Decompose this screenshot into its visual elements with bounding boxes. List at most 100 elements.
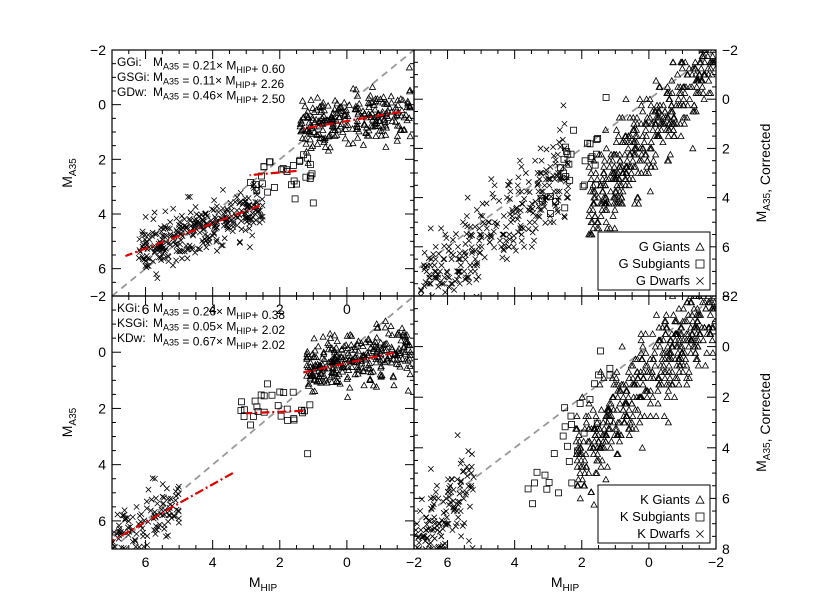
data-point	[555, 170, 562, 176]
data-point	[633, 368, 641, 375]
data-point	[328, 368, 336, 375]
data-point	[459, 522, 466, 529]
data-point	[304, 450, 312, 458]
data-point	[330, 123, 338, 131]
data-point	[594, 437, 603, 445]
data-point	[122, 515, 129, 522]
data-point	[648, 107, 657, 115]
data-point	[397, 95, 405, 102]
data-point	[704, 76, 713, 84]
x-tick-label: 0	[343, 301, 351, 317]
data-point	[283, 166, 291, 174]
data-point	[161, 522, 168, 529]
data-point	[555, 489, 562, 497]
data-point	[670, 132, 679, 139]
data-point	[526, 189, 533, 196]
data-point	[154, 275, 161, 282]
data-point	[149, 475, 156, 482]
data-point	[208, 206, 215, 213]
data-point	[353, 134, 362, 141]
data-point	[605, 163, 614, 170]
data-point	[614, 169, 622, 176]
data-point	[314, 342, 322, 350]
data-point	[517, 225, 524, 232]
data-point	[167, 219, 174, 225]
data-point	[211, 222, 218, 229]
data-point	[656, 83, 664, 90]
data-point	[587, 218, 595, 226]
data-point	[346, 330, 354, 338]
data-point	[582, 450, 590, 457]
data-point	[162, 208, 169, 215]
data-point	[563, 194, 570, 201]
data-point	[595, 371, 602, 379]
data-point	[681, 355, 690, 363]
legend-label: G Subgiants	[618, 256, 690, 271]
data-point	[634, 199, 643, 207]
data-point	[625, 181, 633, 189]
data-point	[450, 498, 457, 504]
data-point	[328, 378, 336, 385]
data-point	[526, 219, 533, 226]
data-point	[336, 103, 344, 110]
one-to-one-line	[414, 50, 716, 273]
data-point	[649, 126, 657, 133]
data-point	[606, 187, 615, 195]
data-point	[428, 559, 433, 564]
y-tick-label: 4	[98, 206, 106, 222]
data-point	[307, 172, 315, 180]
data-point	[331, 355, 340, 363]
data-point	[668, 380, 677, 388]
data-point	[367, 121, 375, 129]
data-point	[364, 365, 373, 372]
data-point	[540, 200, 547, 207]
data-point	[668, 107, 676, 115]
data-point	[500, 245, 507, 252]
data-point	[607, 412, 616, 419]
data-point	[465, 274, 472, 281]
data-point	[393, 96, 402, 104]
data-point	[329, 364, 337, 372]
data-point	[457, 256, 464, 263]
data-point	[166, 225, 173, 232]
data-point	[688, 70, 696, 78]
data-point	[237, 407, 245, 414]
data-point	[588, 230, 596, 238]
data-point	[597, 462, 605, 470]
data-point	[427, 225, 434, 232]
data-point	[465, 448, 472, 455]
data-point	[186, 193, 193, 200]
data-point	[545, 479, 553, 486]
data-point	[218, 242, 225, 249]
data-point	[177, 241, 184, 248]
data-point	[423, 306, 428, 311]
data-point	[121, 516, 128, 523]
data-point	[606, 364, 614, 372]
data-point	[305, 379, 313, 387]
data-point	[143, 498, 150, 505]
data-point	[620, 418, 629, 426]
data-point	[710, 296, 716, 299]
data-point	[306, 401, 314, 409]
data-point	[478, 234, 485, 241]
data-point	[419, 534, 426, 541]
data-point	[327, 371, 336, 379]
data-point	[611, 224, 619, 232]
data-point	[591, 431, 599, 438]
data-point	[478, 243, 485, 250]
data-point	[655, 336, 664, 344]
data-point	[618, 342, 626, 350]
data-point	[598, 175, 607, 182]
data-point	[556, 175, 563, 181]
data-point	[422, 546, 429, 549]
data-point	[377, 338, 385, 346]
data-point	[711, 35, 717, 40]
data-point	[702, 304, 710, 312]
data-point	[490, 194, 497, 201]
data-point	[452, 523, 459, 530]
data-point	[316, 361, 324, 368]
data-point	[577, 456, 585, 464]
data-point	[405, 63, 414, 71]
data-point	[463, 231, 470, 238]
